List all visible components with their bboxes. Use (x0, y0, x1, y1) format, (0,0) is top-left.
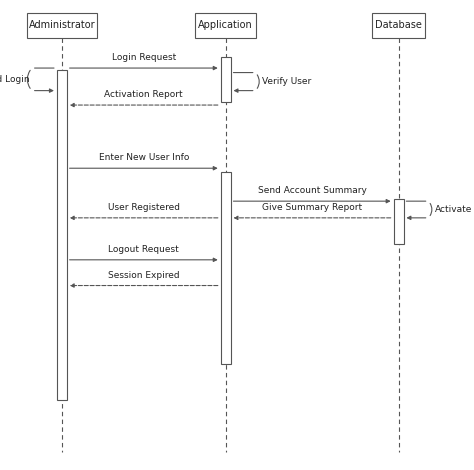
Text: Session Expired: Session Expired (108, 271, 180, 280)
Bar (195, 13, 256, 38)
Text: Send Account Summary: Send Account Summary (258, 186, 366, 196)
Text: Resend Login: Resend Login (0, 75, 29, 84)
Bar (27, 13, 97, 38)
Bar (220, 172, 231, 364)
Bar (393, 199, 403, 244)
Bar (373, 13, 425, 38)
Text: Logout Request: Logout Request (109, 245, 179, 254)
Text: Activate: Activate (436, 205, 473, 214)
Text: Login Request: Login Request (111, 53, 176, 62)
Text: Activation Report: Activation Report (104, 90, 183, 99)
Text: Verify User: Verify User (263, 77, 312, 86)
Text: Application: Application (198, 20, 253, 30)
Text: Give Summary Report: Give Summary Report (262, 203, 362, 212)
Bar (220, 57, 231, 102)
Text: Administrator: Administrator (28, 20, 95, 30)
Text: Database: Database (375, 20, 422, 30)
Text: Enter New User Info: Enter New User Info (99, 153, 189, 162)
Text: User Registered: User Registered (108, 203, 180, 212)
Bar (57, 70, 67, 400)
